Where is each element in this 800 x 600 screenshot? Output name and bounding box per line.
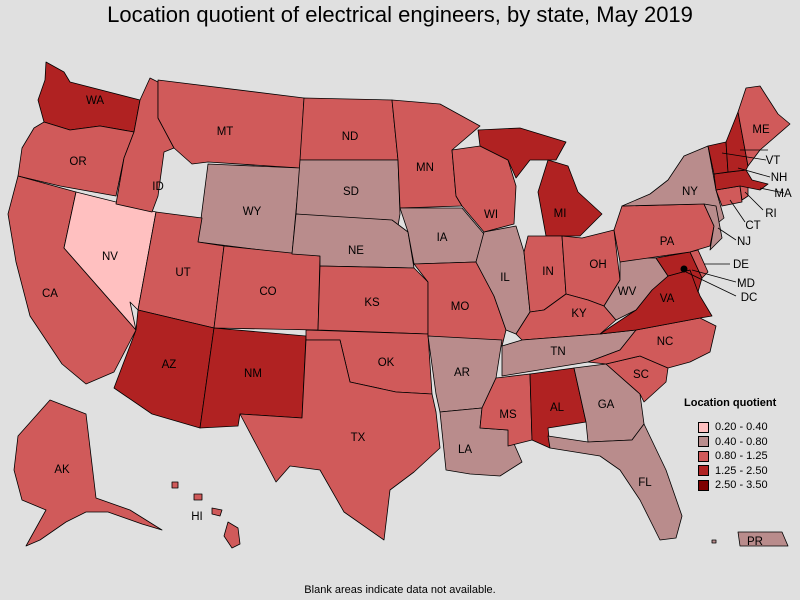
- label-AZ: AZ: [162, 359, 177, 371]
- label-WV: WV: [618, 286, 637, 298]
- state-MI-lower[interactable]: [537, 159, 603, 237]
- label-OK: OK: [378, 357, 395, 369]
- label-VT: VT: [766, 155, 781, 167]
- legend-item: 0.40 - 0.80: [684, 435, 776, 450]
- legend-label: 2.50 - 3.50: [715, 479, 768, 492]
- legend-swatch: [698, 479, 709, 491]
- label-CO: CO: [259, 286, 276, 298]
- legend-rows: 0.20 - 0.40 0.40 - 0.80 0.80 - 1.25 1.25 - …: [684, 420, 776, 493]
- label-WI: WI: [484, 209, 498, 221]
- state-HI-oahu[interactable]: [193, 493, 203, 501]
- label-UT: UT: [175, 267, 190, 279]
- label-NC: NC: [657, 336, 674, 348]
- legend-label: 0.20 - 0.40: [715, 421, 768, 434]
- state-HI[interactable]: [223, 521, 241, 549]
- legend-item: 0.80 - 1.25: [684, 449, 776, 464]
- state-ID[interactable]: [115, 77, 175, 213]
- label-MA: MA: [774, 188, 792, 200]
- legend-label: 0.40 - 0.80: [715, 435, 768, 448]
- label-CA: CA: [42, 288, 58, 300]
- label-VA: VA: [660, 293, 675, 305]
- label-WY: WY: [243, 206, 262, 218]
- map-title: Location quotient of electrical engineer…: [107, 2, 693, 27]
- label-CT: CT: [745, 220, 760, 232]
- label-RI: RI: [765, 208, 777, 220]
- dc-marker[interactable]: [680, 265, 688, 273]
- state-MT[interactable]: [157, 79, 305, 169]
- leader-lines: [685, 149, 785, 297]
- label-NM: NM: [244, 368, 262, 380]
- label-MN: MN: [416, 162, 434, 174]
- footnote: Blank areas indicate data not available.: [304, 584, 496, 596]
- label-SC: SC: [633, 369, 649, 381]
- state-MI[interactable]: [477, 127, 567, 179]
- legend-label: 1.25 - 2.50: [715, 464, 768, 477]
- label-DC: DC: [741, 292, 758, 304]
- label-DE: DE: [733, 259, 749, 271]
- label-MO: MO: [451, 301, 470, 313]
- label-AL: AL: [550, 402, 565, 414]
- label-PR: PR: [747, 536, 763, 548]
- state-TX[interactable]: [239, 339, 441, 541]
- label-ME: ME: [752, 124, 770, 136]
- state-ND[interactable]: [299, 97, 399, 161]
- label-OH: OH: [589, 259, 606, 271]
- legend-swatch: [698, 465, 709, 477]
- label-IL: IL: [500, 272, 510, 284]
- label-OR: OR: [69, 156, 86, 168]
- legend-swatch: [698, 421, 709, 433]
- label-MI: MI: [554, 208, 567, 220]
- label-TX: TX: [351, 432, 366, 444]
- state-FL[interactable]: [547, 423, 683, 541]
- label-NV: NV: [102, 251, 118, 263]
- label-ID: ID: [152, 181, 164, 193]
- legend-swatch: [698, 450, 709, 462]
- label-MS: MS: [499, 409, 517, 421]
- label-MT: MT: [217, 126, 234, 138]
- state-MA[interactable]: [713, 169, 769, 191]
- label-SD: SD: [343, 186, 359, 198]
- state-NC[interactable]: [587, 317, 717, 369]
- legend-item: 0.20 - 0.40: [684, 420, 776, 435]
- label-WA: WA: [86, 95, 104, 107]
- label-IN: IN: [542, 266, 554, 278]
- label-AR: AR: [454, 367, 470, 379]
- legend-item: 2.50 - 3.50: [684, 478, 776, 493]
- state-ME[interactable]: [737, 85, 791, 167]
- label-NJ: NJ: [737, 236, 751, 248]
- label-ND: ND: [342, 131, 359, 143]
- legend-label: 0.80 - 1.25: [715, 450, 768, 463]
- label-KS: KS: [364, 297, 380, 309]
- label-TN: TN: [550, 346, 565, 358]
- label-LA: LA: [458, 444, 472, 456]
- state-HI-kauai[interactable]: [171, 481, 179, 489]
- label-NE: NE: [348, 245, 364, 257]
- label-AK: AK: [54, 464, 70, 476]
- label-PA: PA: [660, 236, 675, 248]
- legend: Location quotient 0.20 - 0.40 0.40 - 0.80…: [684, 397, 776, 493]
- legend-title: Location quotient: [684, 397, 777, 409]
- state-SD[interactable]: [295, 159, 401, 227]
- state-NJ[interactable]: [703, 203, 723, 251]
- label-NY: NY: [682, 186, 698, 198]
- label-KY: KY: [571, 308, 587, 320]
- state-PR-islet[interactable]: [711, 539, 717, 544]
- label-HI: HI: [191, 511, 203, 523]
- label-NH: NH: [771, 172, 788, 184]
- label-GA: GA: [598, 399, 615, 411]
- legend-item: 1.25 - 2.50: [684, 464, 776, 479]
- state-OR[interactable]: [17, 121, 135, 197]
- state-HI-maui[interactable]: [211, 507, 223, 517]
- state-NH[interactable]: [725, 111, 749, 173]
- label-MD: MD: [737, 278, 755, 290]
- legend-swatch: [698, 436, 709, 448]
- state-labels: WA OR CA NV ID MT WY UT AZ CO NM ND SD N…: [42, 95, 792, 548]
- label-FL: FL: [638, 477, 652, 489]
- label-IA: IA: [437, 232, 448, 244]
- state-AK[interactable]: [13, 399, 163, 547]
- state-PR[interactable]: [737, 531, 789, 547]
